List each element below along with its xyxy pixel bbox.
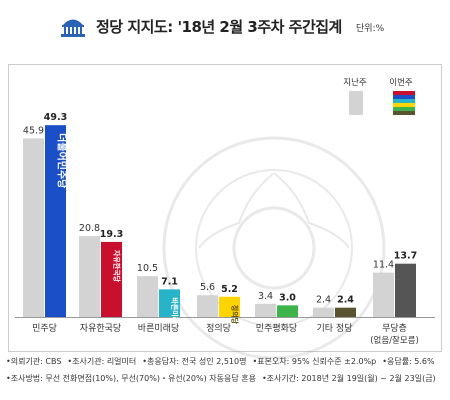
value-label-current-5: 2.4 [337, 295, 354, 306]
value-label-previous-3: 5.6 [200, 282, 215, 293]
legend-previous-swatch [349, 91, 363, 115]
footer-item: •응답률: 5.6% [382, 357, 435, 366]
footer-item: •표본오차: 95% 신뢰수준 ±2.0%p [252, 357, 377, 366]
bar-current-5 [335, 307, 356, 317]
footer-row-1: •의뢰기관: CBS •조사기관: 리얼미터 •총응답자: 전국 성인 2,510명… [6, 353, 444, 370]
party-logo-1: 자유한국당 [113, 250, 122, 283]
value-label-previous-0: 45.9 [23, 125, 44, 136]
value-label-current-1: 19.3 [100, 229, 123, 240]
legend-current-swatch [393, 99, 415, 103]
category-label-1: 자유한국당 [80, 323, 121, 334]
value-label-previous-2: 10.5 [137, 263, 158, 274]
bar-current-6 [395, 263, 416, 317]
legend-current-swatch [393, 95, 415, 99]
legend-previous-label: 지난주 [343, 78, 367, 88]
value-label-previous-6: 11.4 [373, 260, 394, 271]
value-label-current-2: 7.1 [161, 276, 178, 287]
footer-row-2: •조사방법: 무선 전화면접(10%), 무선(70%)・유선(20%) 자동응… [6, 370, 444, 387]
bar-previous-0 [23, 138, 44, 317]
value-label-current-6: 13.7 [394, 251, 417, 262]
bar-previous-2 [137, 276, 158, 317]
unit-label: 단위:% [356, 24, 385, 34]
bar-current-3 [219, 296, 240, 317]
value-label-current-4: 3.0 [279, 292, 296, 303]
category-label-4: 민주평화당 [256, 323, 297, 334]
footer-item: •총응답자: 전국 성인 2,510명 [142, 357, 247, 366]
legend-current-label: 이번주 [389, 77, 413, 88]
party-logo-0: 더불어민주당 [56, 133, 69, 189]
bar-current-2 [159, 289, 180, 317]
footer-item: •의뢰기관: CBS [6, 357, 62, 366]
bar-current-1 [101, 241, 122, 317]
chart-frame: 지난주 이번주 45.9 49.3 더불어민주당 민주당 20.8 19.3 자유한국당 자유한국… [8, 64, 442, 360]
bar-previous-3 [197, 295, 218, 317]
bar-previous-6 [373, 272, 394, 317]
category-label-0: 민주당 [32, 323, 57, 334]
footer-item: •조사방법: 무선 전화면접(10%), 무선(70%)・유선(20%) 자동응… [6, 374, 256, 383]
chart-title: 정당 지지도: '18년 2월 3주차 주간집계 [96, 18, 342, 36]
national-assembly-logo-icon [61, 19, 85, 37]
category-label-2: 바른미래당 [138, 323, 179, 334]
legend-current-swatch [393, 91, 415, 95]
category-label-6: 무당층 [382, 323, 407, 334]
survey-footer: •의뢰기관: CBS •조사기관: 리얼미터 •총응답자: 전국 성인 2,510명… [6, 353, 444, 387]
legend-current-swatch [393, 103, 415, 107]
bar-previous-5 [313, 307, 334, 317]
header: 정당 지지도: '18년 2월 3주차 주간집계 단위:% [0, 0, 450, 48]
value-label-current-3: 5.2 [221, 284, 238, 295]
bar-current-0 [45, 125, 66, 317]
bar-previous-4 [255, 303, 276, 317]
party-logo-2: 바른미래당 [171, 297, 180, 330]
party-logo-3: 정의당 [231, 305, 240, 325]
bar-current-4 [277, 305, 298, 317]
value-label-previous-4: 3.4 [258, 291, 273, 302]
category-sublabel-6: (없음/잘모름) [370, 335, 419, 346]
legend-current-swatch [393, 111, 415, 115]
category-label-5: 기타 정당 [317, 323, 353, 334]
bar-previous-1 [79, 236, 100, 317]
category-label-3: 정의당 [206, 323, 231, 334]
value-label-current-0: 49.3 [44, 112, 67, 123]
bar-chart: 지난주 이번주45.949.3더불어민주당민주당20.819.3자유한국당자유한국… [15, 77, 435, 346]
footer-item: •조사기간: 2018년 2월 19일(월) ~ 2월 23일(금) [261, 374, 436, 383]
value-label-previous-1: 20.8 [79, 223, 100, 234]
legend-current-swatch [393, 107, 415, 111]
footer-item: •조사기관: 리얼미터 [67, 357, 137, 366]
value-label-previous-5: 2.4 [316, 295, 331, 306]
